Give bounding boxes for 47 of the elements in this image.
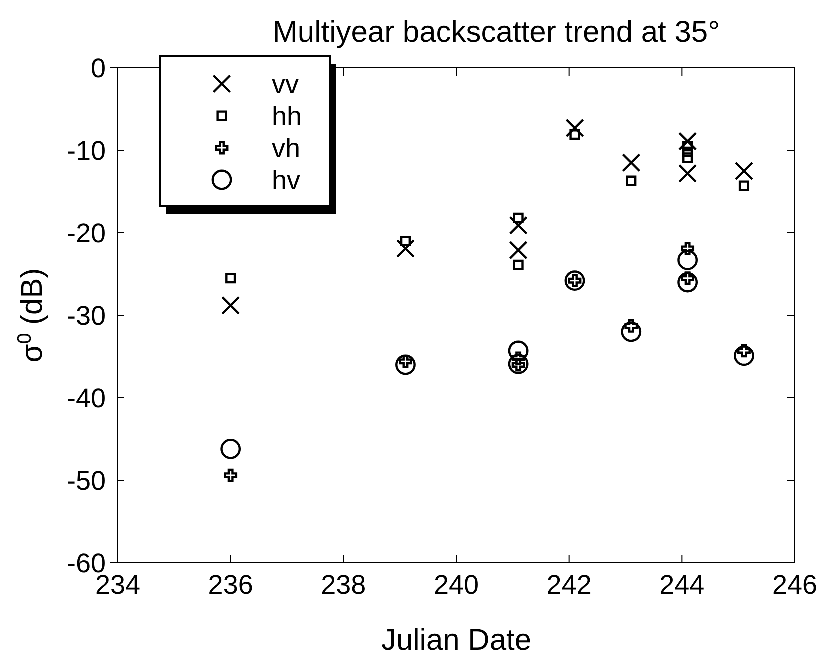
point — [226, 273, 236, 284]
point — [682, 146, 694, 158]
legend-label: hv — [272, 165, 302, 196]
point — [564, 270, 586, 292]
point — [738, 180, 750, 192]
point — [678, 250, 698, 270]
y-tick-label: -30 — [66, 300, 106, 331]
point — [396, 239, 416, 258]
legend-label: vh — [272, 133, 301, 164]
legend-label: vv — [272, 69, 300, 100]
point — [224, 468, 238, 482]
point — [509, 216, 528, 235]
y-tick-label: 0 — [90, 53, 106, 84]
point — [678, 132, 698, 151]
point — [678, 164, 698, 183]
point — [734, 162, 754, 180]
point — [734, 346, 754, 366]
x-tick-label: 242 — [546, 570, 592, 600]
point — [221, 296, 240, 315]
point — [621, 322, 642, 342]
point — [508, 354, 529, 374]
x-tick-label: 240 — [434, 570, 480, 600]
point — [570, 130, 580, 140]
point — [513, 212, 524, 224]
point — [509, 240, 528, 260]
x-tick-label: 244 — [660, 570, 705, 600]
y-tick-label: -20 — [66, 218, 106, 248]
point — [622, 154, 641, 172]
y-tick-label: -10 — [66, 136, 106, 166]
point — [682, 152, 694, 164]
point — [396, 354, 416, 376]
point — [513, 260, 524, 270]
point — [566, 118, 584, 138]
x-tick-label: 238 — [321, 570, 366, 600]
point — [681, 242, 695, 256]
x-axis-title: Julian Date — [381, 624, 532, 657]
x-tick-label: 246 — [772, 570, 818, 600]
y-tick-label: -40 — [66, 383, 106, 414]
y-tick-label: -50 — [66, 466, 106, 496]
x-tick-label: 236 — [208, 570, 254, 600]
legend-label: hh — [272, 101, 302, 132]
point — [508, 340, 529, 362]
chart-title: Multiyear backscatter trend at 35° — [272, 16, 720, 49]
point — [626, 176, 637, 186]
point — [400, 236, 412, 247]
point — [220, 438, 242, 460]
point — [678, 272, 698, 293]
